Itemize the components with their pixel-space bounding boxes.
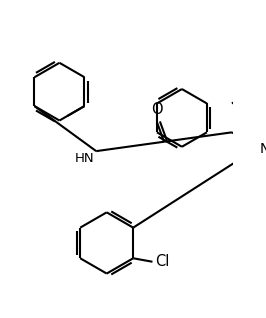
Text: Cl: Cl <box>155 254 169 269</box>
Text: HN: HN <box>75 152 94 165</box>
Text: O: O <box>151 102 163 117</box>
Text: N: N <box>260 142 266 156</box>
